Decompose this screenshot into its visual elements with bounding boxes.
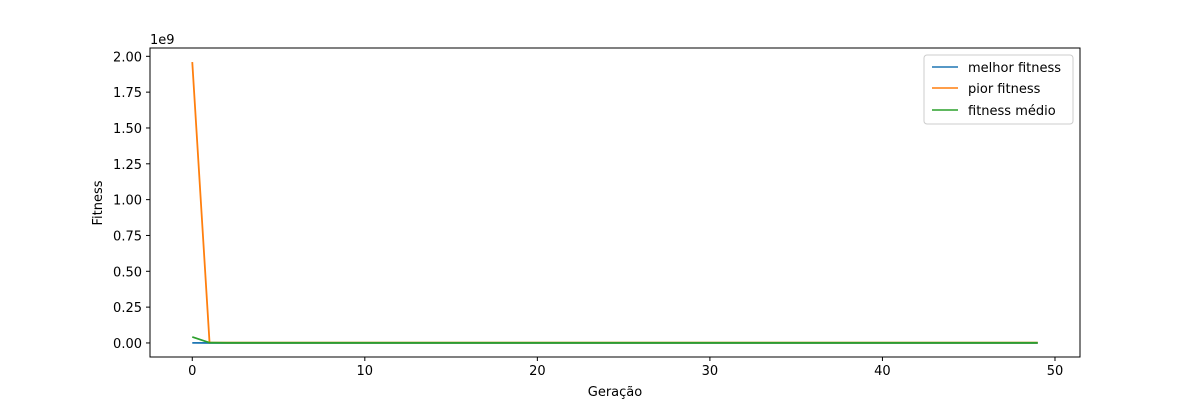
legend-label-melhor: melhor fitness bbox=[968, 61, 1061, 76]
x-axis-ticks: 0 10 20 30 40 50 bbox=[188, 357, 1063, 379]
x-tick-label: 10 bbox=[357, 364, 374, 379]
y-offset-label: 1e9 bbox=[150, 33, 175, 48]
y-axis-label: Fitness bbox=[91, 180, 106, 225]
y-tick-label: 2.00 bbox=[113, 50, 142, 65]
axes-frame bbox=[149, 47, 1081, 358]
x-tick-label: 20 bbox=[529, 364, 546, 379]
y-tick-label: 0.50 bbox=[113, 265, 142, 280]
y-tick-label: 0.00 bbox=[113, 337, 142, 352]
y-tick-label: 1.50 bbox=[113, 122, 142, 137]
x-tick-label: 50 bbox=[1047, 364, 1064, 379]
x-axis-label: Geração bbox=[588, 385, 642, 400]
series-line-pior-fitness bbox=[191, 61, 1038, 344]
y-axis-ticks: 0.00 0.25 0.50 0.75 1.00 1.25 1.50 1.75 2.00 bbox=[113, 50, 150, 352]
series-line-fitness-medio bbox=[191, 336, 1038, 344]
x-tick-label: 0 bbox=[188, 364, 196, 379]
x-tick-label: 40 bbox=[874, 364, 891, 379]
legend-label-pior: pior fitness bbox=[968, 82, 1041, 97]
y-tick-label: 1.75 bbox=[113, 86, 142, 101]
series-layer bbox=[191, 61, 1038, 344]
y-tick-label: 1.25 bbox=[113, 158, 142, 173]
plot-area bbox=[149, 47, 1081, 358]
legend-box bbox=[923, 54, 1074, 125]
y-tick-label: 0.25 bbox=[113, 301, 142, 316]
y-tick-label: 1.00 bbox=[113, 194, 142, 209]
legend-label-medio: fitness médio bbox=[968, 104, 1056, 119]
x-tick-label: 30 bbox=[702, 364, 719, 379]
legend: melhor fitness pior fitness fitness médi… bbox=[923, 54, 1074, 125]
y-tick-label: 0.75 bbox=[113, 229, 142, 244]
